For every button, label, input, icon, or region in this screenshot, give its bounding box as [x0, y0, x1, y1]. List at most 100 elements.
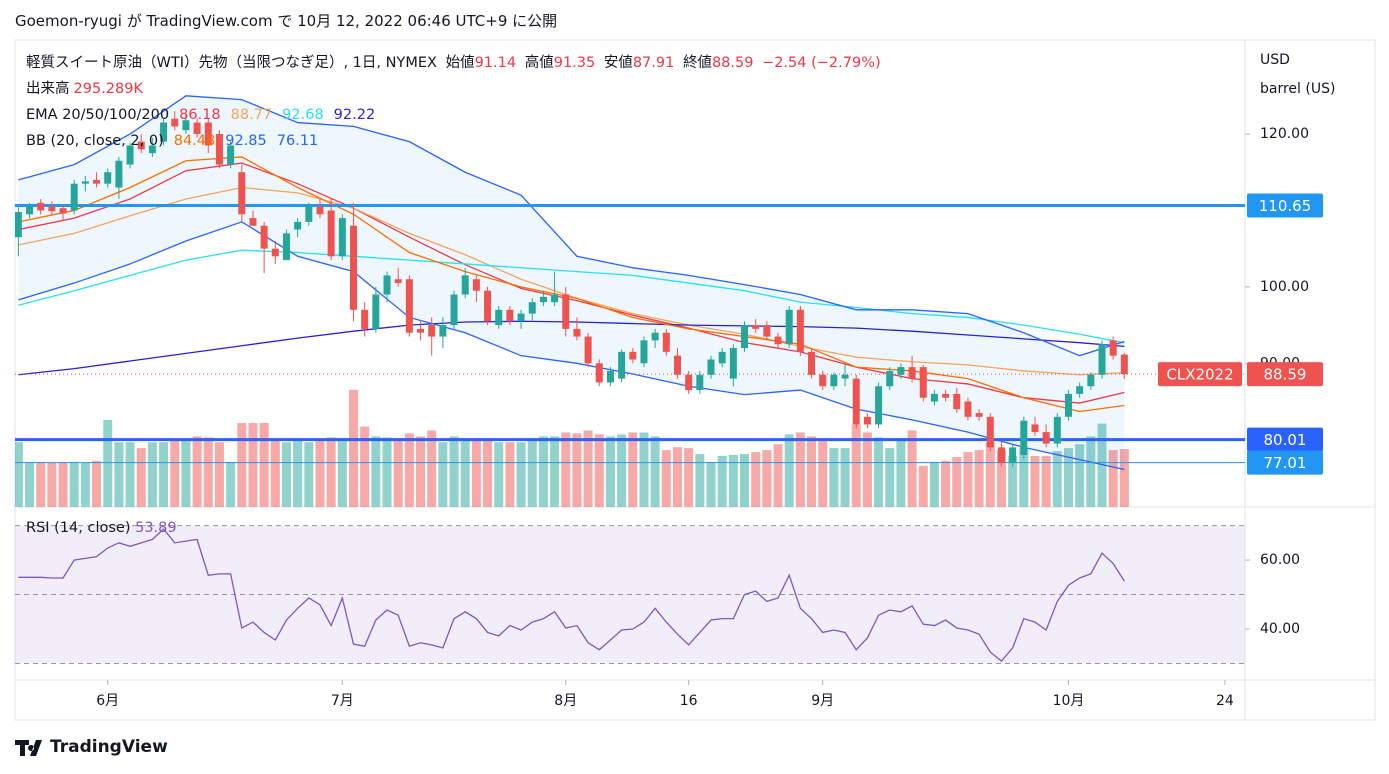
rsi-tick-label: 60.00 — [1260, 552, 1300, 568]
candle-body — [573, 328, 581, 337]
indicator-value: 84.48 — [173, 133, 216, 149]
volume-bar — [996, 450, 1006, 507]
candle-body — [729, 348, 737, 379]
y-tick-label: 120.00 — [1260, 126, 1309, 142]
candle-body — [215, 134, 223, 165]
volume-bar — [136, 448, 146, 507]
candle-body — [104, 172, 112, 184]
volume-bar — [795, 432, 805, 507]
volume-bar — [293, 440, 303, 507]
volume-bar — [226, 461, 236, 507]
candle-body — [249, 218, 257, 226]
volume-bar — [315, 440, 325, 507]
volume-bar — [706, 461, 716, 507]
price-label-bg — [1247, 362, 1323, 387]
candle-body — [640, 340, 648, 364]
volume-bar — [896, 438, 906, 507]
volume-bar — [807, 436, 817, 507]
volume-bar — [985, 442, 995, 507]
volume-bar — [192, 436, 202, 507]
y-tick-label: 100.00 — [1260, 279, 1309, 295]
level-label-bg — [1247, 193, 1323, 218]
candle-body — [316, 206, 324, 215]
volume-bar — [661, 450, 671, 507]
change: −2.54 (−2.79%) — [762, 55, 881, 71]
volume-bar — [259, 423, 269, 507]
x-tick-label: 10月 — [1053, 693, 1085, 709]
volume-bar — [1008, 455, 1018, 507]
volume-bar — [326, 437, 336, 507]
indicator-name: EMA 20/50/100/200 — [26, 107, 170, 123]
volume-bar — [1086, 436, 1096, 507]
candle-body — [417, 328, 425, 333]
candle-body — [1087, 374, 1095, 387]
volume-bar — [561, 432, 571, 507]
volume-bar — [1119, 449, 1129, 507]
candle-body — [796, 309, 804, 352]
volume-bar — [851, 424, 861, 507]
candle-body — [953, 393, 961, 410]
candle-body — [528, 302, 536, 314]
level-label: 77.01 — [1264, 454, 1307, 472]
candle-body — [294, 221, 302, 230]
volume-bar — [47, 462, 57, 507]
volume-bar — [36, 462, 46, 507]
candle-body — [193, 122, 201, 135]
volume-bar — [550, 436, 560, 507]
volume-bar — [617, 434, 627, 507]
volume-bar — [527, 440, 537, 507]
candle-body — [48, 206, 56, 212]
volume-bar — [360, 426, 370, 507]
candle-body — [718, 351, 726, 364]
volume-bar — [471, 438, 481, 507]
x-tick-label: 24 — [1216, 693, 1234, 709]
candle-body — [495, 309, 503, 326]
indicator-value: 86.18 — [179, 107, 221, 123]
candle-body — [160, 122, 168, 142]
candle-body — [383, 275, 391, 295]
candle-body — [673, 355, 681, 375]
logo — [15, 740, 42, 756]
volume-bar — [214, 442, 224, 507]
price-label-bg — [1158, 362, 1242, 387]
volume-bar — [1019, 448, 1029, 507]
volume-bar — [1063, 448, 1073, 507]
candle-body — [81, 181, 89, 184]
candle-body — [774, 336, 782, 345]
rsi-tick-label: 40.00 — [1260, 621, 1300, 637]
candle-body — [606, 370, 614, 383]
candle-body — [37, 202, 45, 211]
volume-bar — [885, 448, 895, 507]
candle-body — [350, 225, 358, 310]
frame — [14, 39, 1376, 721]
volume-bar — [650, 436, 660, 507]
volume-bar — [114, 442, 124, 507]
candle-body — [551, 294, 559, 303]
candle-body — [919, 367, 927, 398]
volume-bar — [382, 437, 392, 507]
indicator-line — [18, 156, 1125, 413]
volume-bar — [393, 438, 403, 507]
candle-body — [439, 325, 447, 337]
candle-body — [763, 325, 771, 337]
price-label: 88.59 — [1264, 366, 1307, 384]
legend-row: BB (20, close, 2, 0) 84.48 92.85 76.11 — [26, 128, 885, 154]
candle-body — [651, 332, 659, 341]
indicator-value: 88.77 — [230, 107, 273, 123]
volume-bar — [248, 423, 258, 507]
volume-bar — [784, 434, 794, 507]
candle-body — [372, 294, 380, 329]
candle-body — [942, 393, 950, 398]
rsi-name: RSI (14, close) — [26, 520, 131, 536]
volume-bar — [907, 430, 917, 507]
candle-body — [841, 374, 849, 379]
volume-name: 出来高 — [26, 81, 70, 97]
candle-body — [819, 374, 827, 387]
ohlc-label: 終値 — [682, 55, 712, 71]
candle-body — [305, 206, 313, 222]
candle-body — [93, 179, 101, 184]
volume-bar — [862, 432, 872, 507]
ohlc-value: 87.91 — [632, 55, 675, 71]
volume-bar — [460, 438, 470, 507]
